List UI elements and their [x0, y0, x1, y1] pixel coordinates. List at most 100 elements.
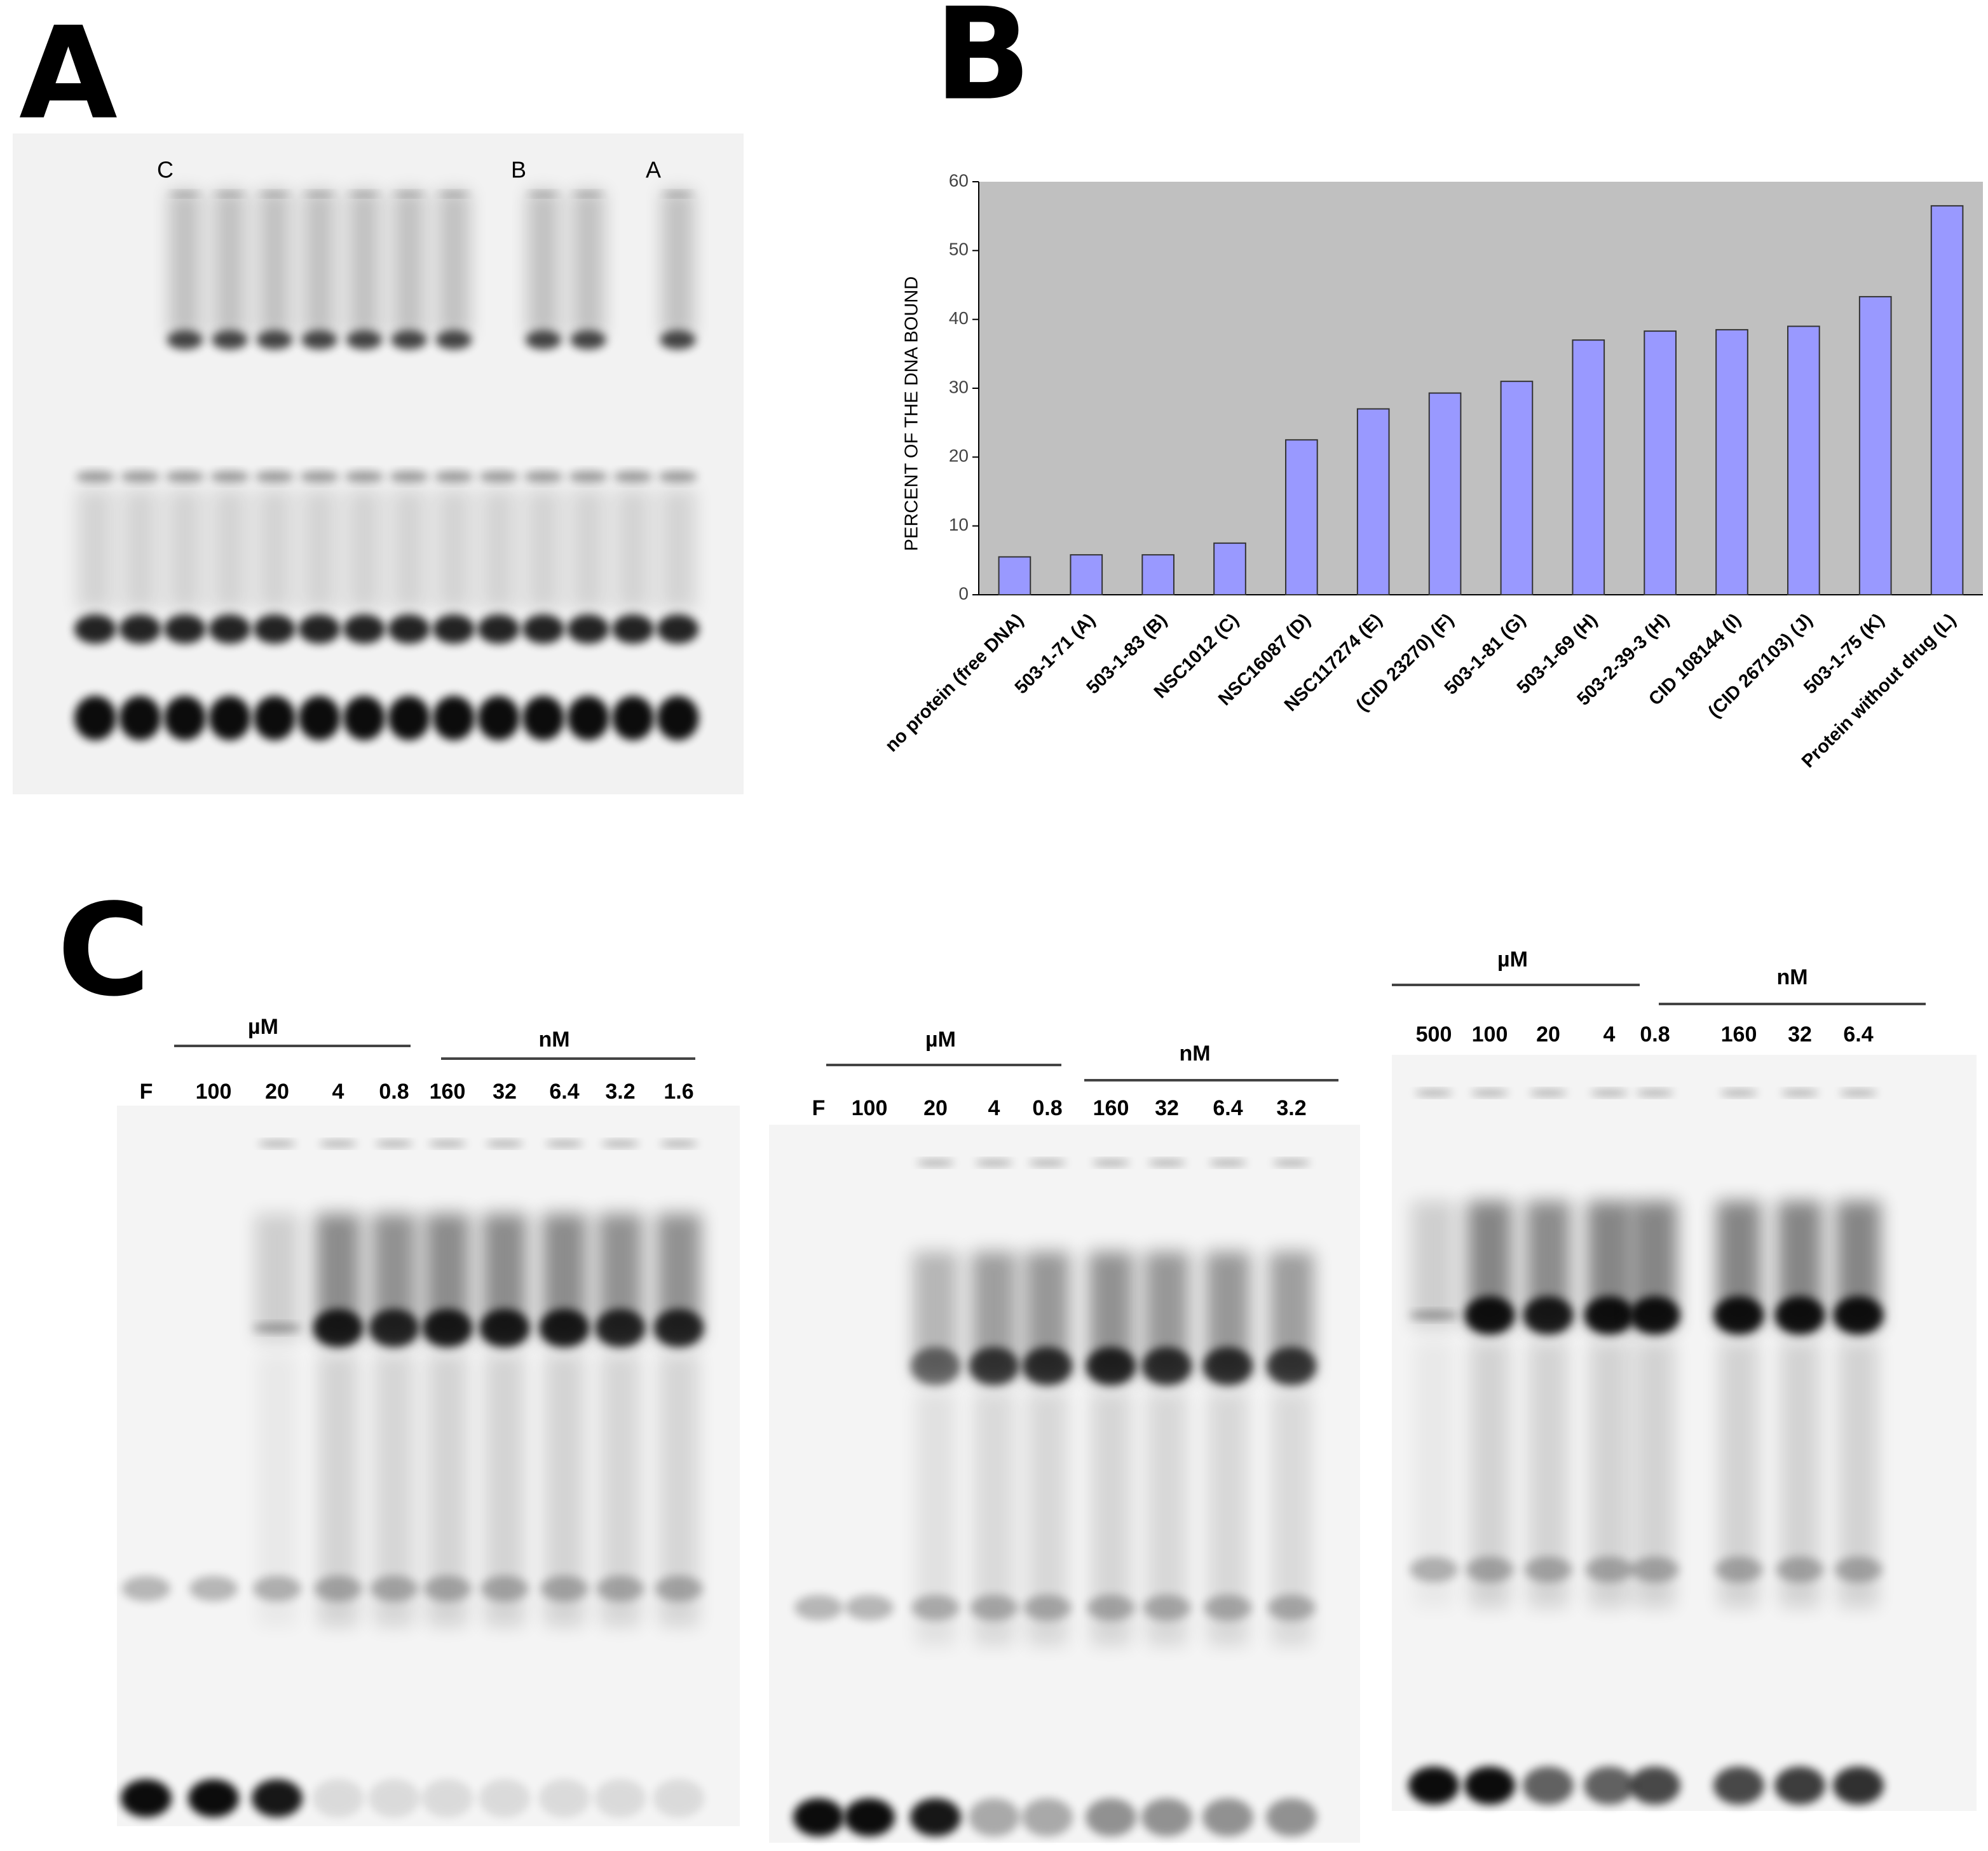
gel-band: [1203, 1347, 1253, 1385]
gel-band: [119, 614, 161, 644]
bar: [1070, 554, 1103, 596]
plot-area: [979, 182, 1983, 595]
gel-band: [393, 191, 425, 196]
gel-band: [258, 1141, 296, 1147]
gel-band: [120, 471, 160, 482]
gel-band: [916, 1160, 955, 1166]
gel-c: F 100 20 4 0.8 160 32 6.4 3.2 µM nM: [769, 1027, 1360, 1843]
gel-smear: [301, 489, 337, 610]
gel-band: [1408, 1766, 1459, 1805]
lane-label: 160: [1721, 1022, 1757, 1047]
gel-smear: [1590, 1341, 1629, 1608]
gel-band: [1774, 1766, 1825, 1805]
gel-smear: [257, 1353, 297, 1627]
gel-band: [845, 1595, 894, 1620]
gel-band: [189, 1576, 238, 1601]
gel-band: [210, 471, 250, 482]
gel-band: [298, 696, 341, 740]
lane-label: 500: [1416, 1022, 1452, 1047]
gel-smear: [255, 1214, 299, 1341]
gel-band: [164, 696, 206, 740]
bar: [1285, 439, 1318, 595]
gel-smear: [1208, 1392, 1248, 1646]
gel-band: [1529, 1090, 1567, 1096]
gel-c: 500 100 20 4 0.8 160 32 6.4 µM nM: [1392, 947, 1977, 1811]
gel-band: [208, 696, 251, 740]
gel-smear: [526, 489, 561, 610]
gel-band: [662, 191, 694, 196]
gel-smear: [1839, 1341, 1878, 1608]
lane-label: 160: [430, 1080, 466, 1104]
gel-band: [1630, 1296, 1680, 1334]
gel-smear: [303, 191, 336, 337]
x-tick-label: no protein (free DNA): [882, 610, 1028, 756]
gel-band: [1272, 1160, 1311, 1166]
gel-band: [257, 330, 292, 349]
gel-band: [522, 614, 564, 644]
gel-band: [1415, 1090, 1453, 1096]
gel-band: [434, 471, 473, 482]
gel-band: [1775, 1296, 1825, 1334]
gel-band: [119, 696, 161, 740]
lane-label: 6.4: [1843, 1022, 1873, 1047]
panel-label: C: [57, 877, 151, 1025]
gel-band: [1142, 1347, 1192, 1385]
gel-smear: [1528, 1341, 1568, 1608]
gel-band: [1714, 1296, 1764, 1334]
gel-band: [208, 614, 251, 644]
gel-band: [436, 330, 472, 349]
gel-band: [423, 1309, 472, 1347]
lane-label: 100: [852, 1096, 888, 1120]
gel-band: [1834, 1296, 1883, 1334]
gel-smear: [545, 1353, 584, 1627]
gel-band: [121, 1779, 172, 1817]
gel-band: [344, 471, 384, 482]
gel-smear: [257, 489, 292, 610]
gel-band: [212, 330, 248, 349]
gel-band: [539, 1779, 590, 1817]
gel-band: [255, 471, 294, 482]
panel-label: B: [934, 0, 1031, 129]
lane-label: 20: [923, 1096, 948, 1120]
lane-label: 160: [1093, 1096, 1129, 1120]
gel-band: [612, 614, 654, 644]
bar: [1644, 330, 1677, 595]
gel-smear: [169, 191, 201, 337]
gel-smear: [78, 489, 113, 610]
gel-band: [1636, 1090, 1674, 1096]
unit-label: µM: [1497, 947, 1528, 972]
lane-label: 32: [493, 1080, 517, 1104]
bar: [1213, 542, 1246, 595]
lane-label: 20: [265, 1080, 289, 1104]
gel-band: [480, 1309, 529, 1347]
gel-smear: [438, 191, 470, 337]
gel-band: [74, 614, 116, 644]
gel-band: [1523, 1296, 1573, 1334]
gel-smear: [436, 489, 472, 610]
bar: [1500, 381, 1534, 596]
gel-smear: [916, 1392, 955, 1646]
gel-smear: [348, 191, 380, 337]
gel-band: [524, 471, 563, 482]
gel-band: [1471, 1090, 1509, 1096]
gel-band: [660, 330, 696, 349]
gel-band: [433, 614, 475, 644]
bar: [998, 556, 1031, 596]
gel-band: [1465, 1296, 1515, 1334]
gel-band: [303, 191, 336, 196]
y-axis-title: PERCENT OF THE DNA BOUND: [902, 276, 922, 551]
gel-band: [969, 1347, 1019, 1385]
y-tick-label: 20: [949, 446, 969, 466]
gel-band: [969, 1798, 1019, 1836]
gel-band: [612, 696, 654, 740]
gel-band: [164, 614, 206, 644]
gel-band: [793, 1798, 844, 1836]
gel-band: [975, 1160, 1013, 1166]
gel-band: [910, 1798, 961, 1836]
gel-band: [252, 1779, 303, 1817]
lane-label: 4: [1603, 1022, 1616, 1047]
gel-band: [1266, 1798, 1317, 1836]
gel-band: [252, 1324, 302, 1332]
gel-band: [1781, 1090, 1819, 1096]
bar: [1930, 205, 1964, 595]
